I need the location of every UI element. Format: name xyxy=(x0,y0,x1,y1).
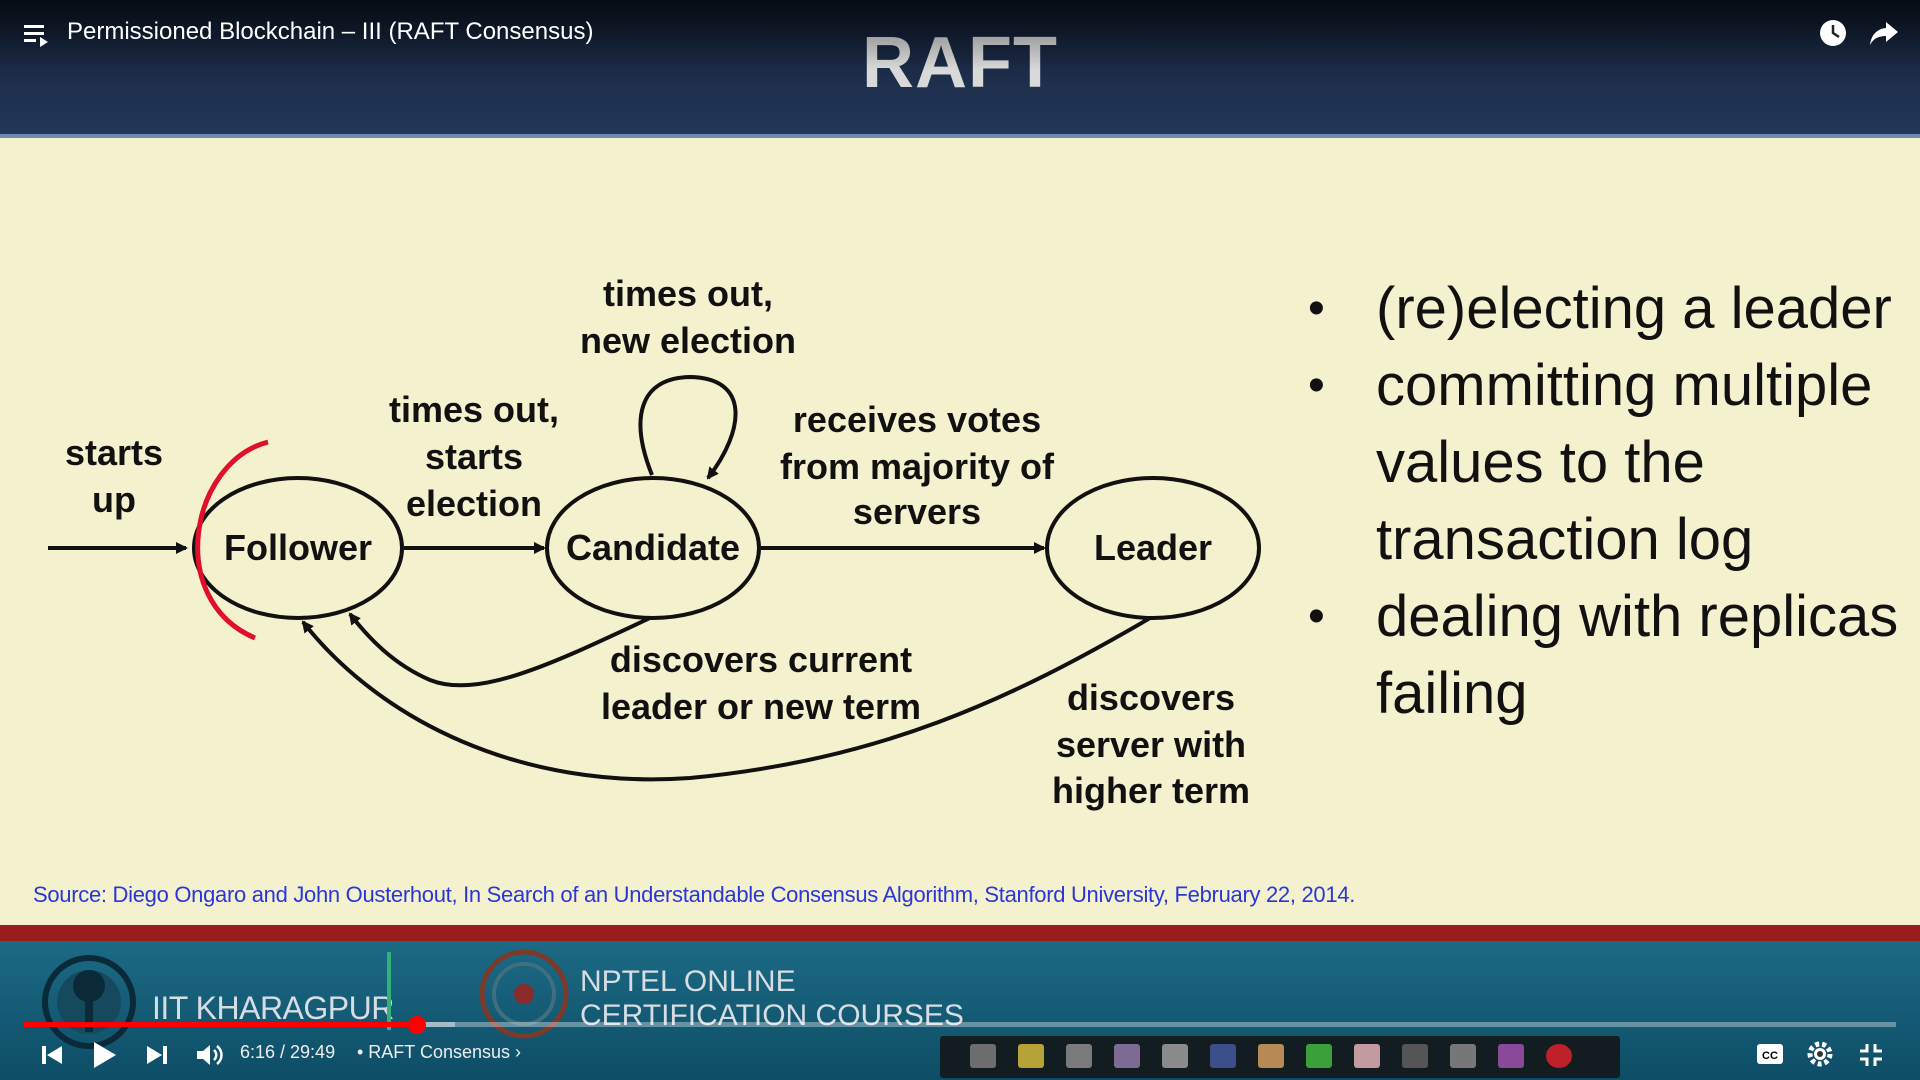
candidate-state xyxy=(545,476,761,620)
bullet-text: (re)electing a leader xyxy=(1376,276,1892,341)
nptel-text-line1: NPTEL ONLINE xyxy=(580,965,796,998)
nptel-text-line2: CERTIFICATION COURSES xyxy=(580,999,964,1032)
bullet-list: • (re)electing a leader • committing mul… xyxy=(1300,270,1900,732)
shape-tool-icon[interactable] xyxy=(1354,1044,1380,1068)
page-tool-icon[interactable] xyxy=(1066,1044,1092,1068)
settings-icon[interactable] xyxy=(1806,1040,1834,1068)
cursor-tool-icon[interactable] xyxy=(1402,1044,1428,1068)
receives-votes-line1: receives votes xyxy=(793,399,1041,440)
previous-icon[interactable] xyxy=(40,1044,64,1066)
folder-tool-icon[interactable] xyxy=(1018,1044,1044,1068)
times-out-new-line1: times out, xyxy=(603,273,773,314)
iit-kharagpur-logo xyxy=(42,955,136,1049)
player-top-overlay xyxy=(0,0,1920,70)
bullet-item: • dealing with replicas failing xyxy=(1300,578,1900,732)
times-out-starts-line1: times out, xyxy=(389,389,559,430)
share-icon[interactable] xyxy=(1868,18,1900,48)
chapter-title[interactable]: • RAFT Consensus › xyxy=(357,1042,522,1062)
receives-votes-line2: from majority of xyxy=(780,446,1055,487)
starts-up-label-line2: up xyxy=(92,479,136,520)
receives-votes-line3: servers xyxy=(853,491,981,532)
progress-bar[interactable] xyxy=(24,1016,1896,1034)
video-title[interactable]: Permissioned Blockchain – III (RAFT Cons… xyxy=(67,18,594,45)
discovers-server-line2: server with xyxy=(1056,724,1246,765)
player-controls xyxy=(0,1030,1920,1080)
discovers-server-line3: higher term xyxy=(1052,770,1250,811)
pen-tool-icon[interactable] xyxy=(1114,1044,1140,1068)
leader-to-follower-arrow xyxy=(301,616,1152,782)
discovers-current-line1: discovers current xyxy=(610,639,912,680)
iit-kharagpur-text: IIT KHARAGPUR xyxy=(152,990,394,1026)
bullet-text: dealing with replicas failing xyxy=(1376,584,1899,726)
times-out-new-line2: new election xyxy=(580,320,796,361)
leader-label: Leader xyxy=(1094,527,1212,568)
source-citation: Source: Diego Ongaro and John Ousterhout… xyxy=(33,882,1356,907)
discovers-current-line2: leader or new term xyxy=(601,686,921,727)
candidate-to-follower-arrow xyxy=(348,612,651,688)
volume-icon[interactable] xyxy=(195,1042,225,1068)
time-display: 6:16 / 29:49 xyxy=(240,1042,336,1062)
svg-text:CC: CC xyxy=(1762,1050,1778,1062)
follower-state xyxy=(192,476,404,620)
next-icon[interactable] xyxy=(145,1044,169,1066)
starts-up-label-line1: starts xyxy=(65,432,163,473)
bullet-dot: • xyxy=(1308,282,1325,335)
slide-header-underline xyxy=(0,134,1920,138)
screen-tool-icon[interactable] xyxy=(1210,1044,1236,1068)
marker-tool-icon[interactable] xyxy=(1258,1044,1284,1068)
watch-later-icon[interactable] xyxy=(1818,18,1848,48)
candidate-self-loop-arrow xyxy=(638,374,738,480)
bullet-dot: • xyxy=(1308,359,1325,412)
captions-icon[interactable]: CC xyxy=(1756,1043,1784,1065)
clear-tool-icon[interactable] xyxy=(1546,1044,1572,1068)
footer-divider xyxy=(387,952,391,1030)
discovers-server-line1: discovers xyxy=(1067,677,1235,718)
nptel-logo xyxy=(479,949,569,1039)
menu-icon[interactable] xyxy=(24,22,52,48)
exit-fullscreen-icon[interactable] xyxy=(1858,1042,1884,1068)
bullet-dot: • xyxy=(1308,590,1325,643)
raft-state-diagram: Follower Candidate Leader starts up time… xyxy=(48,273,1261,811)
bullet-item: • (re)electing a leader xyxy=(1300,270,1900,347)
eraser-tool-icon[interactable] xyxy=(1162,1044,1188,1068)
color-tool-icon[interactable] xyxy=(1498,1044,1524,1068)
candidate-label: Candidate xyxy=(566,527,740,568)
highlighter-tool-icon[interactable] xyxy=(1306,1044,1332,1068)
pointer-tool-icon[interactable] xyxy=(970,1044,996,1068)
times-out-starts-line3: election xyxy=(406,483,542,524)
red-annotation-arc xyxy=(195,439,269,641)
bullet-item: • committing multiple values to the tran… xyxy=(1300,347,1900,578)
follower-label: Follower xyxy=(224,527,372,568)
times-out-starts-line2: starts xyxy=(425,436,523,477)
progress-scrubber-handle[interactable] xyxy=(408,1016,427,1034)
connector-tool-icon[interactable] xyxy=(1450,1044,1476,1068)
progress-played xyxy=(24,1022,418,1027)
footer-red-stripe xyxy=(0,925,1920,941)
annotation-toolbar xyxy=(940,1036,1620,1078)
bullet-text: committing multiple values to the transa… xyxy=(1376,353,1873,572)
leader-state xyxy=(1045,476,1261,620)
play-icon[interactable] xyxy=(90,1040,118,1070)
